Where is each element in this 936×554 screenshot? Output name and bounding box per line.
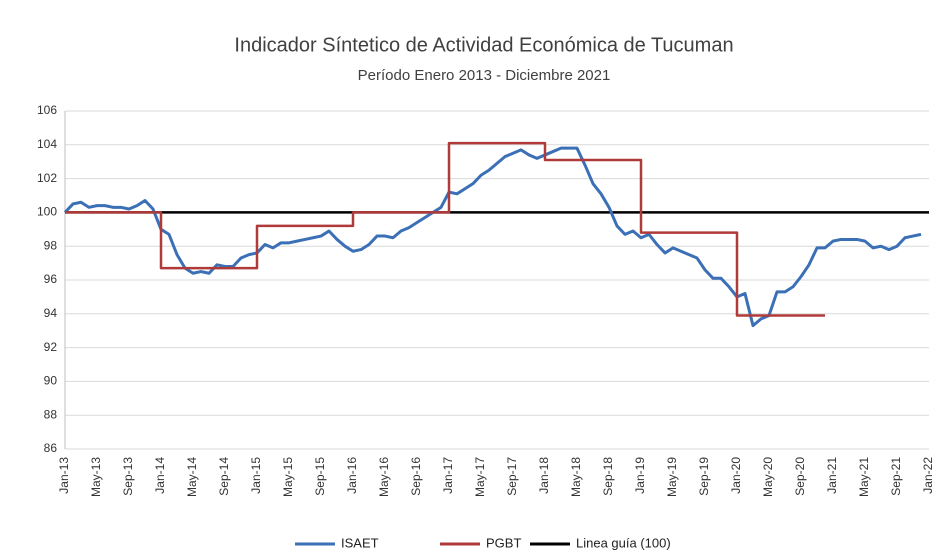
x-tick-label: Sep-16	[409, 457, 423, 496]
y-tick-label: 104	[37, 137, 57, 151]
legend-label: Linea guía (100)	[576, 535, 671, 550]
x-tick-label: Sep-13	[121, 457, 135, 496]
x-tick-label: Jan-16	[345, 457, 359, 494]
x-tick-label: May-17	[473, 457, 487, 497]
x-tick-label: May-15	[281, 457, 295, 497]
x-tick-label: Jan-22	[921, 457, 935, 494]
x-tick-label: Sep-21	[889, 457, 903, 496]
x-tick-label: Jan-19	[633, 457, 647, 494]
y-tick-label: 94	[44, 306, 58, 320]
y-tick-label: 100	[37, 205, 57, 219]
x-tick-label: Jan-15	[249, 457, 263, 494]
y-tick-label: 96	[44, 272, 58, 286]
x-tick-label: May-18	[569, 457, 583, 497]
x-tick-label: Jan-14	[153, 457, 167, 494]
x-tick-label: Sep-18	[601, 457, 615, 496]
x-tick-label: Jan-18	[537, 457, 551, 494]
x-tick-label: Sep-19	[697, 457, 711, 496]
legend-label: ISAET	[341, 535, 379, 550]
x-tick-label: May-14	[185, 457, 199, 497]
x-tick-label: May-20	[761, 457, 775, 497]
x-tick-label: May-16	[377, 457, 391, 497]
legend-label: PGBT	[486, 535, 521, 550]
y-tick-label: 106	[37, 103, 57, 117]
x-tick-label: Sep-14	[217, 457, 231, 496]
x-tick-label: Jan-13	[57, 457, 71, 494]
x-tick-label: Jan-17	[441, 457, 455, 494]
x-tick-label: Jan-20	[729, 457, 743, 494]
y-tick-label: 102	[37, 171, 57, 185]
series-line	[65, 141, 825, 317]
x-tick-label: May-13	[89, 457, 103, 497]
y-tick-label: 90	[44, 374, 58, 388]
y-tick-label: 86	[44, 441, 58, 455]
y-tick-label: 98	[44, 238, 58, 252]
x-tick-label: May-19	[665, 457, 679, 497]
chart-subtitle: Período Enero 2013 - Diciembre 2021	[358, 67, 611, 84]
y-tick-label: 92	[44, 340, 58, 354]
x-tick-label: Sep-17	[505, 457, 519, 496]
chart-title: Indicador Síntetico de Actividad Económi…	[234, 34, 733, 56]
y-tick-label: 88	[44, 407, 58, 421]
x-tick-label: May-21	[857, 457, 871, 497]
x-tick-label: Sep-15	[313, 457, 327, 496]
series-line	[63, 146, 922, 328]
x-tick-label: Sep-20	[793, 457, 807, 496]
x-tick-label: Jan-21	[825, 457, 839, 494]
